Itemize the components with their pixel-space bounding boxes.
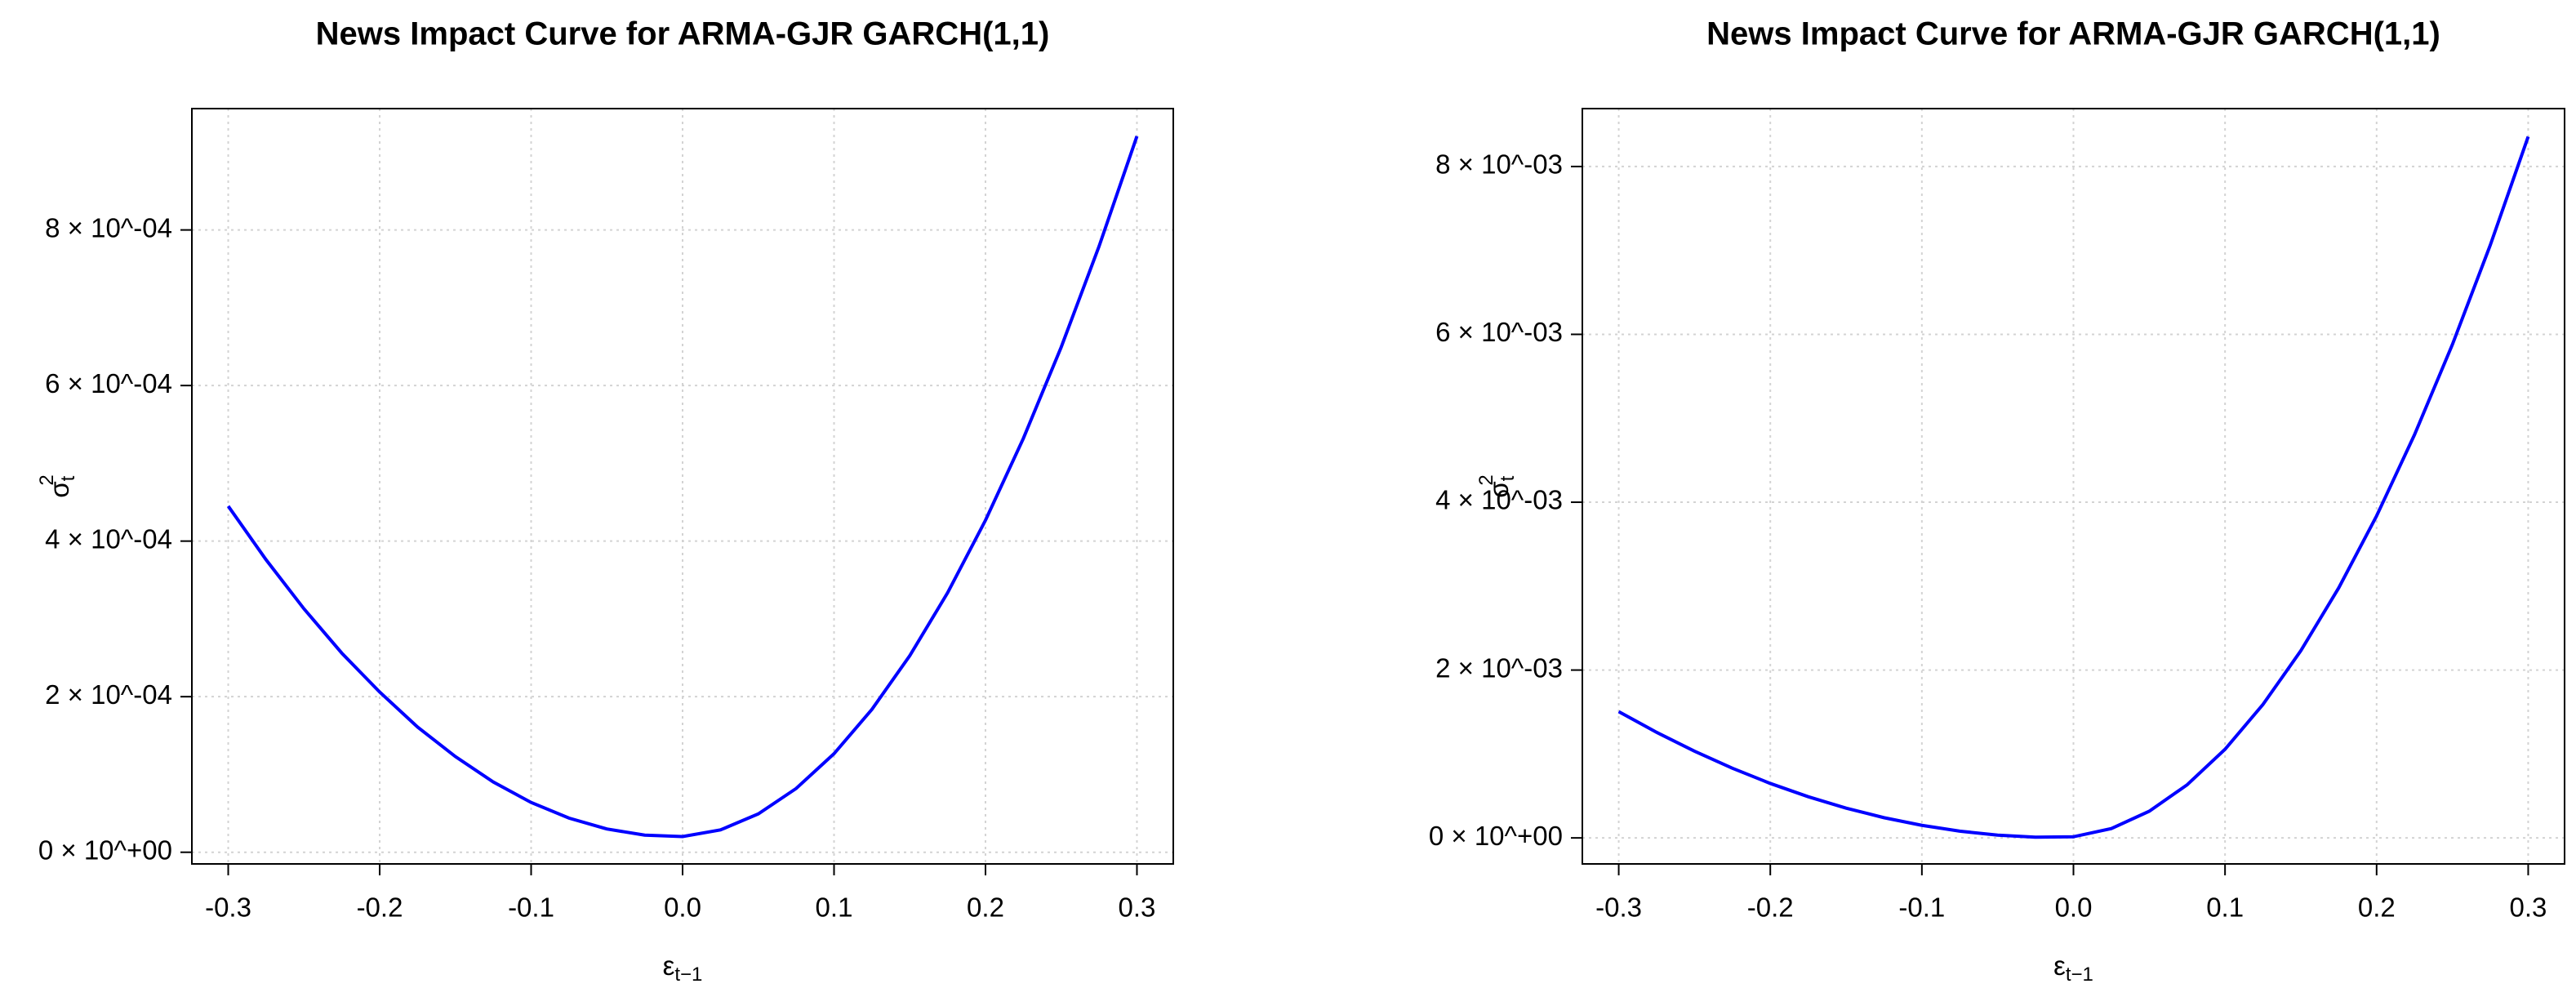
- x-axis-label: εt−1: [663, 950, 703, 986]
- x-tick-label: 0.0: [2055, 892, 2093, 923]
- line-series: [226, 136, 1139, 839]
- chart-title: News Impact Curve for ARMA-GJR GARCH(1,1…: [316, 16, 1050, 52]
- y-tick-label: 0 × 10^+00: [38, 835, 172, 865]
- y-tick-label: 4 × 10^-03: [1435, 485, 1563, 515]
- x-tick-label: 0.3: [1119, 892, 1156, 923]
- y-label-subscript: t: [57, 475, 79, 481]
- x-axis-label: εt−1: [2053, 950, 2093, 986]
- y-label-subscript: t: [1497, 475, 1519, 481]
- x-tick-label: -0.3: [1595, 892, 1642, 923]
- y-tick-label: 8 × 10^-04: [45, 212, 172, 243]
- x-tick-label: 0.2: [967, 892, 1004, 923]
- x-tick-label: 0.3: [2510, 892, 2547, 923]
- x-tick-label: 0.0: [664, 892, 701, 923]
- x-tick-label: -0.2: [357, 892, 403, 923]
- y-label-superscript: 2: [36, 474, 58, 485]
- y-label-symbol: σ: [1484, 481, 1514, 497]
- y-tick-label: 4 × 10^-04: [45, 523, 172, 554]
- y-tick-label: 8 × 10^-03: [1435, 149, 1563, 180]
- y-tick-label: 6 × 10^-04: [45, 368, 172, 398]
- y-tick-label: 0 × 10^+00: [1429, 821, 1563, 851]
- x-label-subscript: t−1: [2066, 964, 2093, 986]
- x-label-symbol: ε: [2053, 950, 2066, 981]
- line-series: [1617, 136, 2530, 839]
- plot-frame: [1582, 108, 2565, 865]
- x-tick-label: -0.1: [1898, 892, 1945, 923]
- chart: News Impact Curve for ARMA-GJR GARCH(1,1…: [36, 16, 1174, 986]
- y-tick-label: 6 × 10^-03: [1435, 317, 1563, 347]
- x-label-subscript: t−1: [674, 964, 702, 986]
- y-label-superscript: 2: [1475, 474, 1497, 485]
- y-axis-label: σt2: [36, 474, 79, 497]
- x-tick-label: -0.3: [205, 892, 251, 923]
- y-tick-label: 2 × 10^-04: [45, 679, 172, 710]
- chart-title: News Impact Curve for ARMA-GJR GARCH(1,1…: [1706, 16, 2440, 52]
- chart: News Impact Curve for ARMA-GJR GARCH(1,1…: [1429, 16, 2565, 986]
- x-tick-label: 0.1: [2206, 892, 2244, 923]
- x-label-symbol: ε: [663, 950, 675, 981]
- x-tick-label: -0.1: [508, 892, 554, 923]
- y-tick-label: 2 × 10^-03: [1435, 652, 1563, 683]
- x-tick-label: -0.2: [1747, 892, 1794, 923]
- y-label-symbol: σ: [44, 481, 74, 497]
- y-axis-label: σt2: [1475, 474, 1519, 497]
- x-tick-label: 0.1: [816, 892, 853, 923]
- plot-frame: [191, 108, 1174, 865]
- x-tick-label: 0.2: [2358, 892, 2396, 923]
